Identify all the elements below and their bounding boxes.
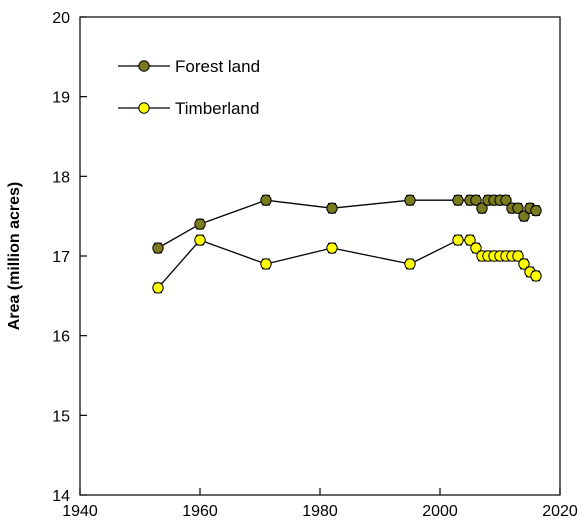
legend: Forest land Timberland (118, 57, 260, 118)
data-point (470, 242, 482, 254)
series-forest-land (152, 194, 542, 254)
legend-label: Timberland (175, 99, 259, 118)
series-timberland (152, 234, 542, 294)
y-axis-title: Area (million acres) (6, 182, 23, 331)
data-point (500, 194, 512, 206)
data-point (404, 258, 416, 270)
data-point (194, 234, 206, 246)
legend-marker (138, 60, 150, 72)
y-tick-label: 19 (52, 90, 70, 107)
y-tick-label: 20 (52, 10, 70, 27)
data-point (452, 194, 464, 206)
x-tick-label: 2020 (542, 503, 578, 520)
y-tick-label: 18 (52, 169, 70, 186)
data-point (512, 202, 524, 214)
data-point (470, 194, 482, 206)
data-point (404, 194, 416, 206)
x-tick-label: 1980 (302, 503, 338, 520)
y-tick-label: 14 (52, 488, 70, 505)
x-tick-label: 1960 (182, 503, 218, 520)
data-point (152, 282, 164, 294)
legend-item: Timberland (118, 99, 259, 118)
data-point (518, 258, 530, 270)
data-point (512, 250, 524, 262)
x-tick-label: 1940 (62, 503, 98, 520)
data-point (152, 242, 164, 254)
x-tick-label: 2000 (422, 503, 458, 520)
legend-label: Forest land (175, 57, 260, 76)
data-point (530, 204, 542, 217)
legend-marker (138, 102, 150, 114)
data-point (530, 270, 542, 282)
y-tick-label: 17 (52, 249, 70, 266)
data-point (326, 242, 338, 254)
y-tick-label: 15 (52, 408, 70, 425)
data-point (476, 202, 488, 214)
legend-item: Forest land (118, 57, 260, 76)
data-point (260, 194, 272, 206)
data-point (260, 258, 272, 270)
data-point (194, 218, 206, 230)
data-point (326, 202, 338, 214)
data-point (464, 234, 476, 246)
data-point (518, 210, 530, 222)
series-layer (152, 194, 542, 294)
y-tick-label: 16 (52, 329, 70, 346)
data-point (452, 234, 464, 246)
